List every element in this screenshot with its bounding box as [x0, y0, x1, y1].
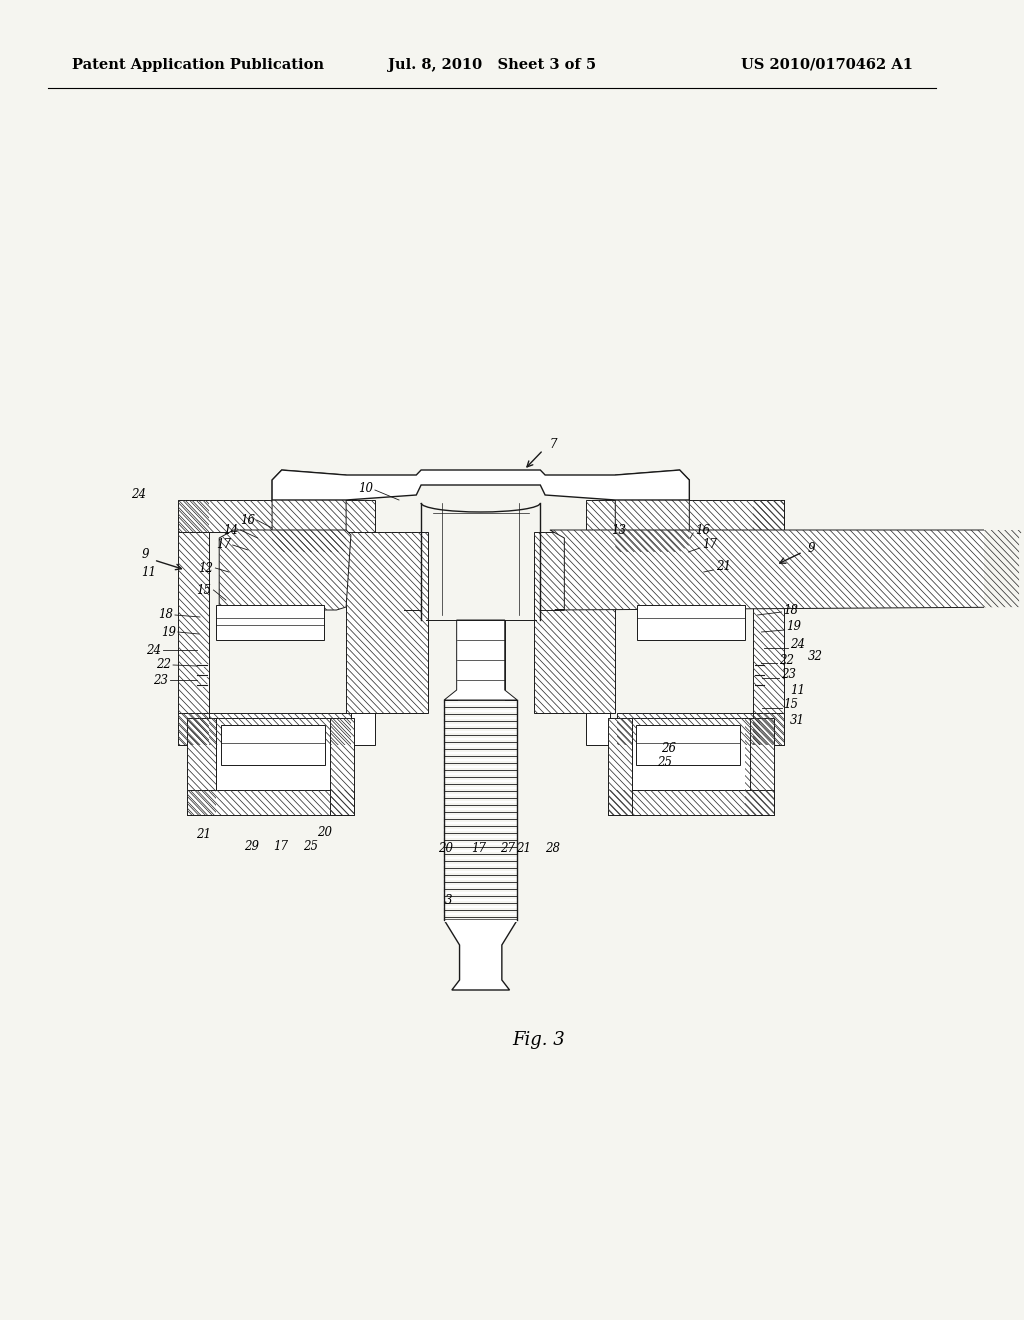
- Text: 17: 17: [701, 539, 717, 552]
- Text: 22: 22: [156, 659, 171, 672]
- Polygon shape: [745, 718, 774, 814]
- Text: 32: 32: [808, 651, 822, 664]
- Text: 9: 9: [141, 549, 150, 561]
- Text: 20: 20: [437, 842, 453, 854]
- Text: 3: 3: [445, 894, 453, 907]
- Text: 23: 23: [780, 668, 796, 681]
- Text: Jul. 8, 2010   Sheet 3 of 5: Jul. 8, 2010 Sheet 3 of 5: [388, 58, 596, 73]
- Text: 7: 7: [550, 438, 557, 451]
- Text: 12: 12: [199, 561, 213, 574]
- Text: 10: 10: [358, 482, 373, 495]
- Polygon shape: [272, 470, 689, 500]
- Bar: [632, 718, 750, 789]
- Text: 17: 17: [216, 539, 230, 552]
- Polygon shape: [346, 532, 428, 713]
- Text: 27: 27: [500, 842, 515, 854]
- Text: 21: 21: [716, 561, 731, 573]
- Text: 15: 15: [197, 583, 212, 597]
- Bar: [216, 605, 324, 640]
- Polygon shape: [219, 531, 351, 610]
- Text: 11: 11: [140, 565, 156, 578]
- Text: 11: 11: [791, 684, 805, 697]
- Text: 24: 24: [146, 644, 162, 656]
- Polygon shape: [534, 532, 615, 713]
- Text: 31: 31: [791, 714, 805, 726]
- Text: 15: 15: [783, 698, 799, 711]
- Text: 29: 29: [245, 841, 259, 854]
- Text: 19: 19: [161, 626, 176, 639]
- Text: 21: 21: [197, 829, 211, 842]
- Text: Patent Application Publication: Patent Application Publication: [72, 58, 325, 73]
- Polygon shape: [444, 920, 517, 990]
- Text: 23: 23: [154, 673, 168, 686]
- Bar: [587, 532, 610, 744]
- Text: 24: 24: [131, 488, 146, 502]
- Text: 25: 25: [303, 841, 318, 854]
- Polygon shape: [753, 713, 783, 744]
- Polygon shape: [178, 500, 375, 532]
- Polygon shape: [550, 531, 1024, 610]
- Text: 28: 28: [546, 842, 560, 854]
- Polygon shape: [272, 470, 346, 552]
- Text: 24: 24: [791, 639, 805, 652]
- Text: 9: 9: [808, 541, 815, 554]
- Polygon shape: [178, 713, 209, 744]
- Text: US 2010/0170462 A1: US 2010/0170462 A1: [741, 58, 913, 73]
- Polygon shape: [444, 620, 517, 700]
- Text: 25: 25: [656, 756, 672, 770]
- Bar: [351, 532, 375, 744]
- Text: 26: 26: [662, 742, 677, 755]
- Polygon shape: [330, 718, 354, 814]
- Polygon shape: [187, 718, 216, 814]
- Text: 18: 18: [783, 603, 799, 616]
- Text: Fig. 3: Fig. 3: [512, 1031, 565, 1049]
- Polygon shape: [587, 500, 783, 532]
- Polygon shape: [753, 500, 783, 744]
- Bar: [637, 725, 740, 766]
- Text: 14: 14: [223, 524, 239, 536]
- Text: 13: 13: [611, 524, 627, 536]
- Text: 22: 22: [778, 653, 794, 667]
- Text: 17: 17: [471, 842, 486, 854]
- Bar: [637, 605, 745, 640]
- Text: 16: 16: [695, 524, 710, 536]
- Text: 20: 20: [317, 825, 333, 838]
- Polygon shape: [209, 713, 351, 744]
- Polygon shape: [187, 789, 354, 814]
- Polygon shape: [607, 789, 774, 814]
- Bar: [221, 725, 325, 766]
- Bar: [216, 718, 330, 789]
- Text: 21: 21: [516, 842, 531, 854]
- Polygon shape: [607, 718, 632, 814]
- Text: 17: 17: [273, 841, 288, 854]
- Polygon shape: [178, 500, 209, 744]
- Polygon shape: [617, 713, 760, 744]
- Polygon shape: [615, 470, 689, 552]
- Text: 19: 19: [786, 620, 802, 634]
- Text: 18: 18: [158, 609, 173, 622]
- Text: 16: 16: [240, 513, 255, 527]
